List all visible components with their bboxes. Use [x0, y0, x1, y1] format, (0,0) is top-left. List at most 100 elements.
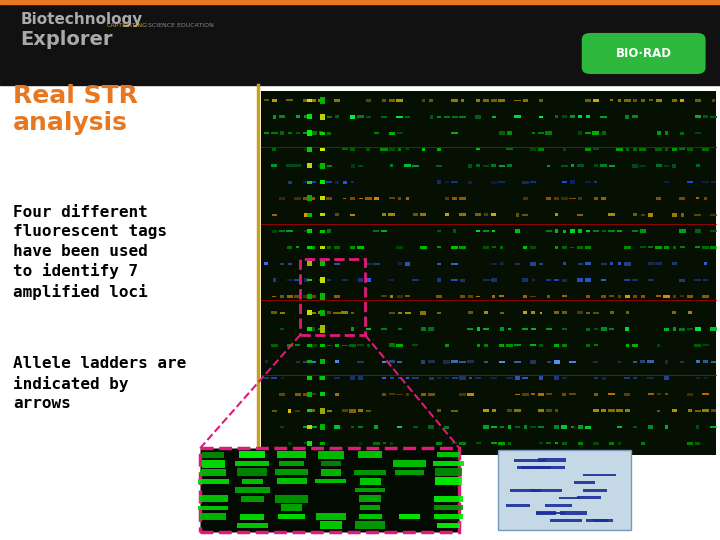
Bar [382, 361, 386, 362]
Bar [397, 361, 402, 363]
Bar [405, 295, 410, 298]
Bar [264, 262, 269, 265]
Bar [397, 344, 403, 347]
Bar [483, 328, 489, 330]
Bar [468, 164, 472, 167]
Bar [366, 147, 370, 151]
Bar [271, 377, 277, 379]
Bar [294, 197, 301, 200]
Bar [618, 99, 621, 102]
Bar [366, 328, 371, 330]
Bar [271, 410, 276, 411]
Bar [320, 277, 325, 283]
Bar [342, 148, 348, 151]
Bar [618, 295, 621, 298]
Bar [397, 328, 402, 330]
Bar [279, 393, 285, 396]
Bar [491, 426, 497, 428]
Bar [327, 132, 331, 134]
Bar [554, 197, 559, 199]
FancyBboxPatch shape [582, 33, 706, 74]
Bar [320, 310, 325, 315]
Bar [585, 99, 591, 102]
Bar [421, 148, 425, 151]
Bar [200, 448, 459, 532]
Bar [602, 230, 606, 232]
Bar [334, 262, 340, 265]
Bar [358, 165, 363, 167]
Bar [390, 377, 394, 379]
Bar [562, 442, 567, 445]
Bar [320, 180, 325, 184]
Bar [608, 213, 615, 217]
Bar [522, 278, 528, 282]
Bar [303, 295, 308, 298]
Bar [586, 519, 608, 522]
Bar [696, 442, 701, 445]
Bar [311, 181, 316, 184]
Bar [491, 442, 497, 444]
Bar [562, 344, 567, 347]
Bar [702, 246, 709, 249]
Bar [357, 345, 364, 346]
Bar [271, 312, 277, 314]
Text: BIO·RAD: BIO·RAD [616, 47, 672, 60]
Bar [315, 479, 346, 483]
Bar [275, 495, 308, 503]
Bar [608, 442, 614, 445]
Bar [679, 148, 685, 151]
Bar [586, 116, 590, 118]
Bar [506, 504, 530, 507]
Bar [551, 519, 582, 522]
Bar [570, 116, 575, 118]
Bar [460, 279, 465, 281]
Bar [319, 376, 324, 380]
Bar [679, 279, 685, 281]
Bar [482, 99, 490, 102]
Bar [633, 99, 637, 102]
Bar [695, 99, 701, 102]
Bar [295, 393, 301, 396]
Bar [703, 181, 709, 183]
Bar [633, 213, 637, 216]
Bar [665, 394, 668, 395]
Bar [287, 230, 293, 232]
Bar [341, 311, 348, 314]
Bar [461, 99, 464, 102]
Bar [601, 409, 606, 412]
Bar [320, 246, 325, 249]
Bar [264, 360, 269, 363]
Bar [436, 165, 441, 167]
Bar [451, 132, 458, 134]
Bar [538, 132, 544, 134]
Bar [554, 425, 559, 429]
Bar [539, 343, 543, 347]
Bar [517, 467, 547, 469]
Bar [545, 131, 552, 135]
Bar [663, 294, 670, 298]
Bar [335, 180, 339, 184]
Bar [320, 469, 341, 476]
Bar [296, 361, 300, 362]
Bar [296, 246, 300, 248]
Bar [506, 344, 513, 347]
Bar [688, 409, 692, 413]
Bar [577, 214, 583, 216]
Bar [295, 410, 300, 411]
Bar [546, 279, 552, 281]
Bar [582, 474, 616, 476]
Bar [530, 295, 536, 297]
Bar [307, 180, 312, 184]
Bar [665, 426, 668, 429]
Bar [696, 360, 700, 363]
Bar [664, 165, 669, 167]
Bar [702, 345, 709, 346]
Bar [315, 514, 346, 519]
Bar [510, 489, 541, 492]
Bar [280, 295, 284, 298]
Bar [539, 99, 543, 102]
Bar [0, 4, 720, 85]
Bar [585, 132, 591, 134]
Bar [531, 279, 534, 281]
Bar [672, 262, 677, 265]
